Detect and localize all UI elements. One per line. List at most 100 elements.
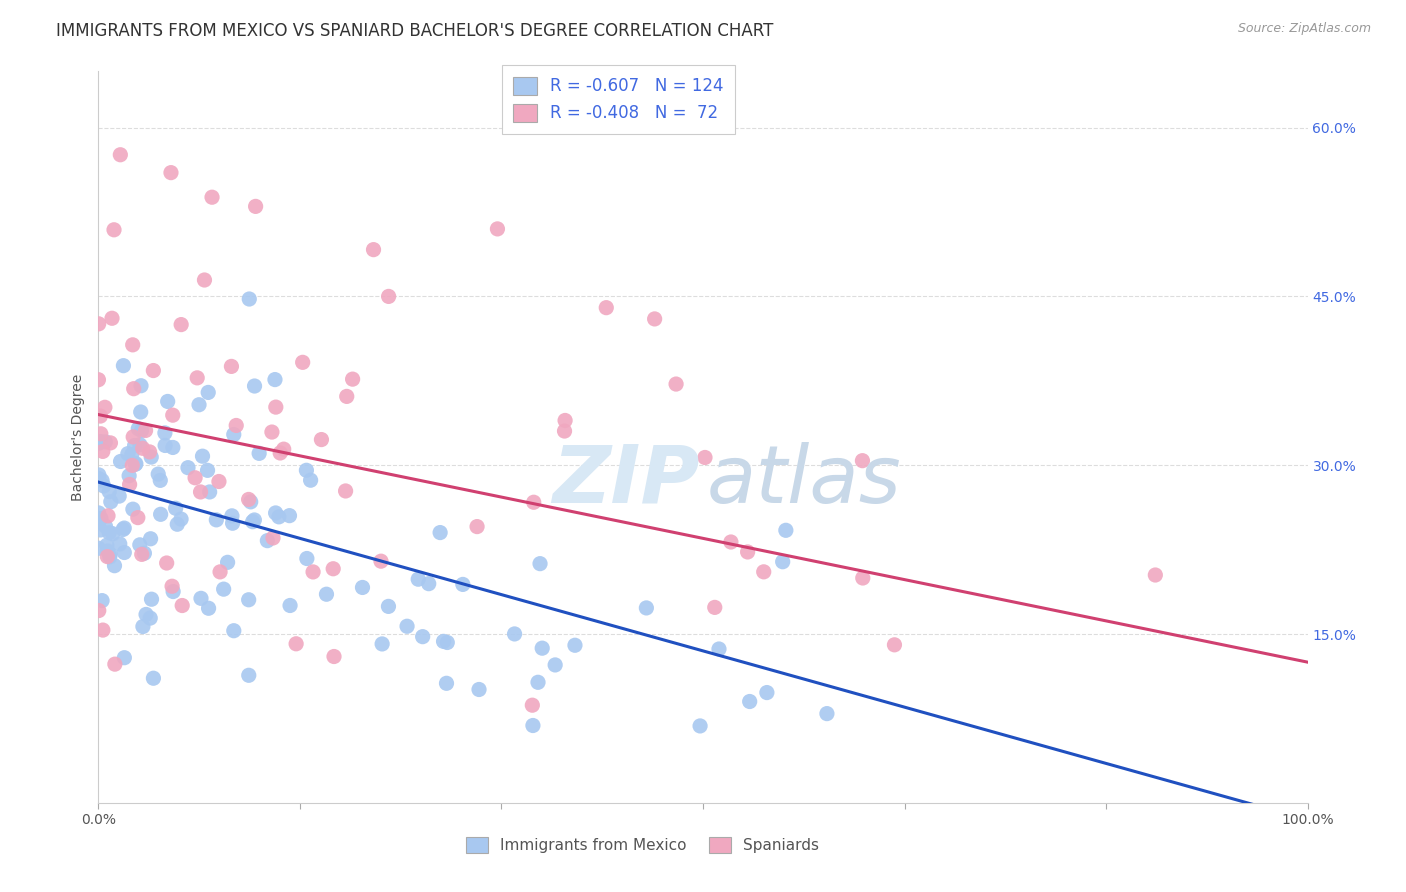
Point	[91, 444, 114, 458]
Point	[342, 372, 364, 386]
Point	[190, 485, 212, 500]
Point	[87, 373, 110, 387]
Point	[209, 565, 232, 579]
Point	[103, 223, 125, 237]
Point	[544, 657, 567, 672]
Point	[165, 501, 187, 516]
Point	[108, 489, 131, 503]
Point	[148, 467, 170, 481]
Point	[336, 389, 359, 403]
Point	[432, 634, 454, 648]
Point	[162, 441, 184, 455]
Point	[142, 363, 165, 377]
Point	[238, 668, 260, 682]
Point	[295, 551, 318, 566]
Point	[112, 521, 135, 535]
Point	[170, 512, 193, 526]
Point	[436, 635, 458, 649]
Point	[90, 426, 112, 441]
Point	[238, 292, 260, 306]
Point	[170, 318, 193, 332]
Point	[118, 468, 141, 483]
Point	[1144, 568, 1167, 582]
Point	[141, 592, 163, 607]
Point	[522, 718, 544, 732]
Point	[98, 484, 121, 499]
Point	[851, 453, 873, 467]
Point	[221, 508, 243, 523]
Point	[89, 523, 111, 537]
Point	[134, 546, 156, 560]
Point	[112, 545, 135, 559]
Point	[128, 438, 150, 452]
Point	[149, 474, 172, 488]
Point	[335, 483, 357, 498]
Point	[127, 510, 149, 524]
Point	[201, 190, 224, 204]
Point	[264, 400, 287, 414]
Point	[406, 572, 429, 586]
Point	[118, 477, 141, 491]
Point	[186, 371, 208, 385]
Point	[412, 630, 434, 644]
Point	[153, 438, 176, 452]
Point	[112, 359, 135, 373]
Point	[238, 492, 260, 507]
Point	[129, 405, 152, 419]
Text: Source: ZipAtlas.com: Source: ZipAtlas.com	[1237, 22, 1371, 36]
Point	[156, 556, 179, 570]
Point	[160, 166, 183, 180]
Point	[198, 485, 221, 500]
Point	[522, 698, 544, 713]
Point	[291, 355, 314, 369]
Point	[124, 438, 146, 452]
Point	[222, 624, 245, 638]
Point	[197, 385, 219, 400]
Point	[122, 502, 145, 516]
Point	[87, 467, 110, 482]
Point	[110, 454, 132, 468]
Point	[87, 317, 110, 331]
Point	[775, 524, 797, 538]
Point	[285, 637, 308, 651]
Text: ZIP: ZIP	[553, 442, 699, 520]
Point	[221, 516, 243, 531]
Point	[87, 472, 110, 486]
Point	[295, 463, 318, 477]
Point	[135, 424, 157, 438]
Point	[299, 473, 322, 487]
Point	[815, 706, 838, 721]
Point	[139, 611, 162, 625]
Point	[278, 599, 301, 613]
Point	[554, 424, 576, 438]
Point	[636, 601, 658, 615]
Point	[125, 457, 148, 471]
Point	[129, 378, 152, 392]
Point	[256, 533, 278, 548]
Point	[96, 538, 118, 552]
Point	[98, 549, 121, 564]
Point	[128, 538, 150, 552]
Point	[193, 273, 215, 287]
Point	[135, 607, 157, 622]
Point	[97, 544, 120, 558]
Point	[267, 509, 290, 524]
Point	[141, 450, 163, 464]
Point	[245, 199, 267, 213]
Point	[131, 547, 153, 561]
Point	[172, 599, 194, 613]
Point	[149, 508, 172, 522]
Point	[243, 379, 266, 393]
Point	[221, 359, 243, 374]
Point	[87, 506, 110, 520]
Point	[100, 436, 122, 450]
Point	[302, 565, 325, 579]
Point	[91, 623, 114, 637]
Text: IMMIGRANTS FROM MEXICO VS SPANIARD BACHELOR'S DEGREE CORRELATION CHART: IMMIGRANTS FROM MEXICO VS SPANIARD BACHE…	[56, 22, 773, 40]
Point	[755, 685, 778, 699]
Point	[156, 394, 179, 409]
Point	[264, 506, 287, 520]
Point	[104, 657, 127, 672]
Point	[323, 649, 346, 664]
Point	[665, 377, 688, 392]
